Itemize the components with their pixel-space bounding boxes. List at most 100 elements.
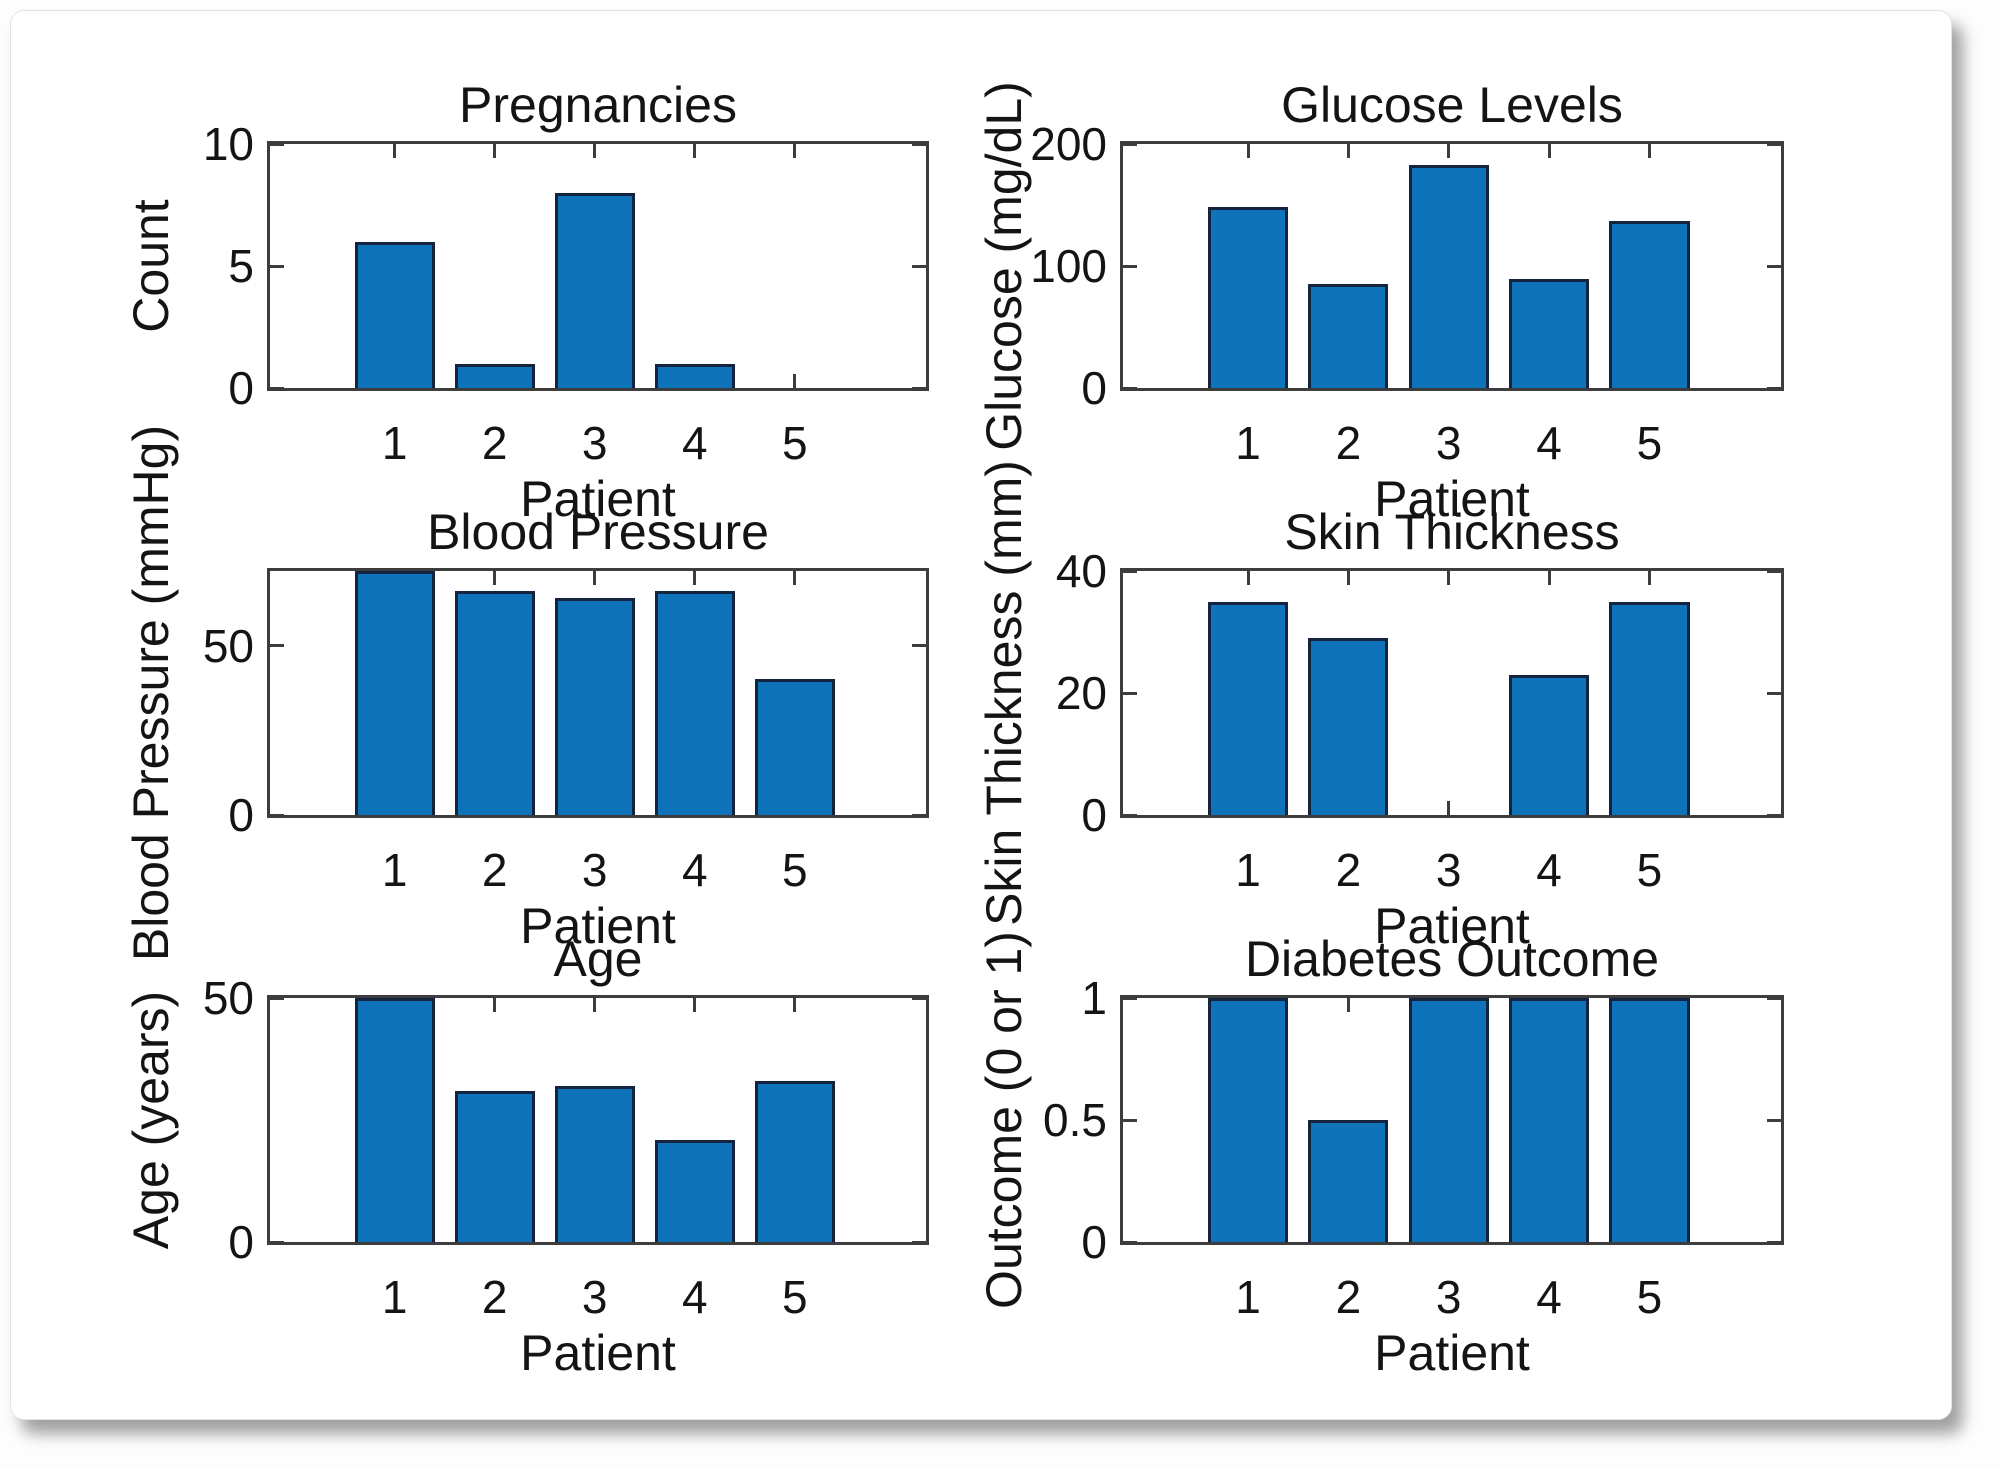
tick-mark [593, 998, 597, 1012]
tick-mark [1123, 1240, 1137, 1244]
x-tick-label: 5 [1636, 1271, 1663, 1323]
x-axis-label: Patient [1374, 1325, 1530, 1381]
x-axis-label: Patient [1374, 898, 1530, 954]
tick-mark [912, 813, 926, 817]
x-tick-label: 2 [1335, 844, 1362, 896]
tick-mark [912, 264, 926, 268]
tick-mark [793, 998, 797, 1012]
bar-patient-2 [454, 363, 535, 388]
x-tick-label: 3 [581, 1271, 608, 1323]
tick-mark [393, 144, 397, 158]
y-tick-label: 10 [202, 118, 254, 170]
tick-mark [1123, 1118, 1137, 1122]
tick-mark [793, 374, 797, 388]
x-tick-label: 5 [782, 417, 808, 469]
y-axis-label: Count [123, 199, 179, 333]
bar-patient-1 [354, 998, 435, 1242]
tick-mark [1246, 144, 1250, 158]
y-axis-label: Outcome (0 or 1) [976, 931, 1032, 1309]
tick-mark [1767, 691, 1781, 695]
y-tick-label: 1 [1081, 972, 1107, 1024]
y-tick-label: 0 [228, 789, 254, 841]
bar-patient-1 [354, 241, 435, 388]
tick-mark [793, 144, 797, 158]
bar-patient-1 [354, 571, 435, 815]
bar-patient-2 [1308, 284, 1389, 388]
tick-mark [1447, 144, 1451, 158]
x-tick-label: 2 [481, 1271, 508, 1323]
bar-patient-3 [1408, 998, 1489, 1242]
bar-patient-4 [1508, 279, 1590, 388]
y-tick-label: 50 [202, 972, 254, 1024]
subplot-blood-pressure: Blood Pressure Blood Pressure (mmHg) Pat… [123, 425, 929, 961]
x-tick-label: 3 [581, 844, 608, 896]
x-tick-label: 4 [681, 844, 708, 896]
tick-mark [793, 571, 797, 585]
tick-mark [270, 644, 284, 648]
tick-mark [1547, 144, 1551, 158]
subplot-age: Age Age (years) Patient 1 2 3 4 5 0 50 [123, 931, 929, 1381]
x-axis-label: Patient [1374, 471, 1530, 527]
x-tick-label: 2 [481, 417, 508, 469]
x-tick-label: 5 [782, 844, 808, 896]
tick-mark [593, 144, 597, 158]
x-axis-label: Patient [520, 1325, 676, 1381]
tick-mark [693, 998, 697, 1012]
subplot-diabetes-outcome: Diabetes Outcome Outcome (0 or 1) Patien… [976, 931, 1784, 1381]
x-tick-label: 3 [1435, 844, 1462, 896]
bar-patient-4 [654, 1139, 735, 1242]
x-tick-label: 1 [381, 1271, 408, 1323]
chart-title: Skin Thickness [1284, 504, 1620, 560]
tick-mark [912, 1240, 926, 1244]
y-tick-label: 5 [228, 240, 254, 292]
tick-mark [693, 144, 697, 158]
tick-mark [912, 996, 926, 1000]
x-tick-label: 1 [381, 844, 408, 896]
tick-mark [1123, 996, 1137, 1000]
tick-mark [912, 142, 926, 146]
y-axis-label: Blood Pressure (mmHg) [123, 424, 179, 962]
x-tick-label: 4 [1536, 844, 1562, 896]
y-tick-label: 40 [1055, 545, 1107, 597]
x-tick-label: 1 [1235, 844, 1261, 896]
y-tick-label: 50 [202, 619, 254, 672]
chart-title: Age [553, 931, 643, 987]
x-tick-label: 2 [1335, 417, 1362, 469]
bar-patient-3 [554, 598, 635, 815]
tick-mark [1123, 569, 1137, 573]
tick-mark [493, 571, 497, 585]
tick-mark [1547, 571, 1551, 585]
tick-mark [1123, 264, 1137, 268]
x-tick-label: 4 [681, 417, 708, 469]
tick-mark [493, 998, 497, 1012]
tick-mark [1123, 691, 1137, 695]
tick-mark [1767, 996, 1781, 1000]
y-axis-label: Skin Thickness (mm) [976, 460, 1032, 926]
tick-mark [270, 996, 284, 1000]
tick-mark [1647, 144, 1651, 158]
tick-mark [270, 264, 284, 268]
tick-mark [270, 142, 284, 146]
y-tick-label: 0.5 [1043, 1094, 1107, 1146]
tick-mark [593, 571, 597, 585]
bar-patient-1 [1207, 207, 1289, 388]
tick-mark [912, 644, 926, 648]
y-tick-label: 20 [1055, 667, 1107, 719]
y-tick-label: 0 [1081, 362, 1107, 414]
x-axis-label: Patient [520, 471, 676, 527]
bar-patient-5 [1609, 998, 1690, 1242]
tick-mark [912, 386, 926, 390]
bar-patient-5 [1609, 601, 1690, 815]
bar-patient-3 [554, 1085, 635, 1242]
x-tick-label: 5 [782, 1271, 808, 1323]
tick-mark [1767, 813, 1781, 817]
y-tick-label: 0 [228, 362, 254, 414]
tick-mark [1767, 264, 1781, 268]
x-tick-label: 2 [1335, 1271, 1362, 1323]
y-tick-label: 0 [1081, 789, 1107, 841]
chart-title: Blood Pressure [427, 504, 769, 560]
chart-title: Pregnancies [459, 77, 737, 133]
tick-mark [693, 571, 697, 585]
x-tick-label: 5 [1636, 417, 1663, 469]
